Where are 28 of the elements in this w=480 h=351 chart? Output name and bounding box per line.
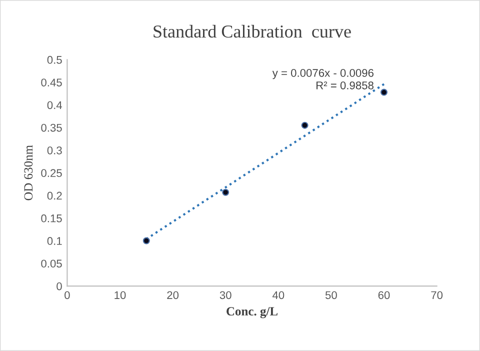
point: [142, 237, 150, 244]
y-tick-label: 0.25: [41, 169, 62, 178]
annotation: y = 0.0076x - 0.0096: [272, 69, 374, 80]
y-tick-label: 0.4: [47, 101, 62, 110]
y-tick-label: 0.05: [41, 260, 62, 268]
x-tick-label: 50: [325, 291, 337, 300]
x-tick-label: 0: [64, 291, 70, 300]
y-axis-title: OD 630nm: [24, 145, 33, 200]
x-tick-label: 40: [272, 291, 284, 300]
y-tick-label: 0.2: [47, 192, 62, 200]
x-tick-label: 60: [378, 291, 390, 300]
y-tick-label: 0.35: [41, 124, 62, 132]
x-tick-label: 20: [167, 291, 179, 300]
y-tick-label: 0.45: [41, 78, 62, 86]
x-axis-title: Conc. g/L: [226, 307, 278, 318]
point: [301, 122, 308, 129]
point: [380, 88, 388, 96]
point: [222, 188, 230, 196]
x-tick-label: 30: [220, 291, 232, 300]
y-tick-label: 0.5: [47, 56, 62, 64]
y-tick-label: 0: [56, 282, 62, 290]
x-tick-label: 10: [114, 291, 126, 300]
y-tick-label: 0.1: [47, 237, 62, 245]
y-tick-label: 0.15: [41, 214, 62, 222]
chart-title: Standard Calibration curve: [154, 24, 351, 38]
y-tick-label: 0.3: [47, 146, 62, 154]
x-tick-label: 70: [431, 291, 443, 300]
annotation: R² = 0.9858: [316, 81, 374, 90]
